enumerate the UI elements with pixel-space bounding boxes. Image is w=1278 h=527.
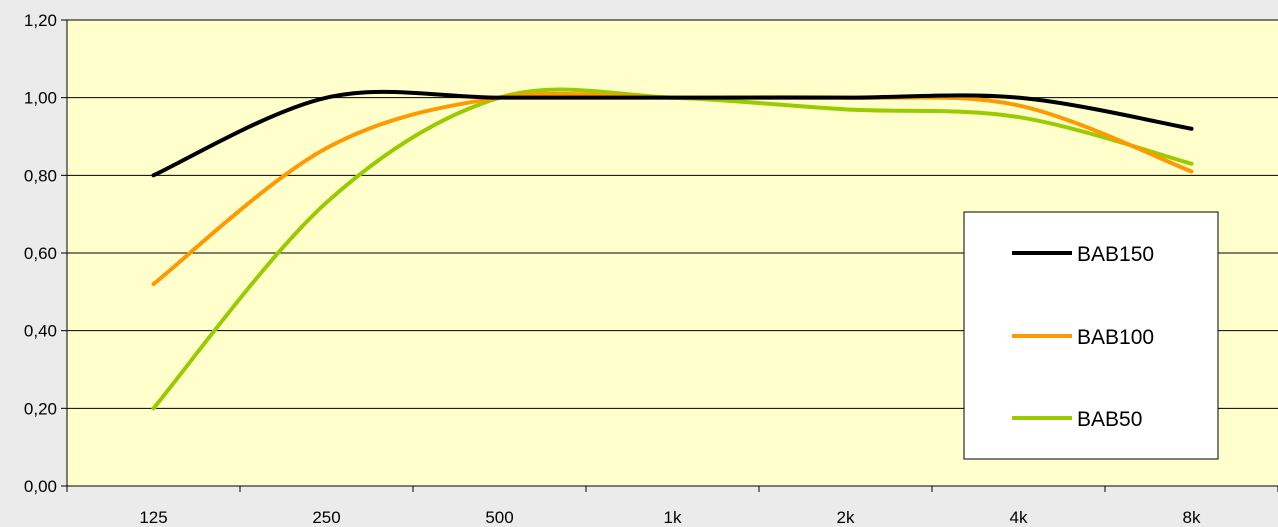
legend-label-bab50: BAB50 (1077, 408, 1142, 431)
series-lines (151, 87, 1194, 411)
x-tick-label: 2k (837, 508, 855, 527)
legend-label-bab100: BAB100 (1077, 326, 1154, 349)
x-tick-label: 8k (1183, 508, 1201, 527)
y-tick-label: 0,20 (24, 399, 57, 418)
series-line-bab150 (151, 89, 1194, 178)
legend-box (963, 211, 1219, 460)
y-tick-label: 1,00 (24, 89, 57, 108)
y-tick-label: 1,20 (24, 11, 57, 30)
y-tick-label: 0,00 (24, 477, 57, 496)
gridlines (67, 19, 1278, 409)
y-tick-label: 0,80 (24, 166, 57, 185)
y-axis-ticks: 0,00 0,20 0,40 0,60 0,80 1,00 1,20 (24, 11, 67, 496)
legend-label-bab150: BAB150 (1077, 243, 1154, 266)
legend: BAB150 BAB100 BAB50 (963, 211, 1219, 460)
x-tick-label: 500 (485, 508, 513, 527)
x-tick-label: 250 (312, 508, 340, 527)
x-tick-label: 1k (664, 508, 682, 527)
y-tick-label: 0,60 (24, 244, 57, 263)
x-tick-label: 4k (1010, 508, 1028, 527)
x-axis-ticks: 125 250 500 1k 2k 4k 8k (66, 486, 1278, 527)
y-tick-label: 0,40 (24, 322, 57, 341)
x-tick-label: 125 (139, 508, 167, 527)
